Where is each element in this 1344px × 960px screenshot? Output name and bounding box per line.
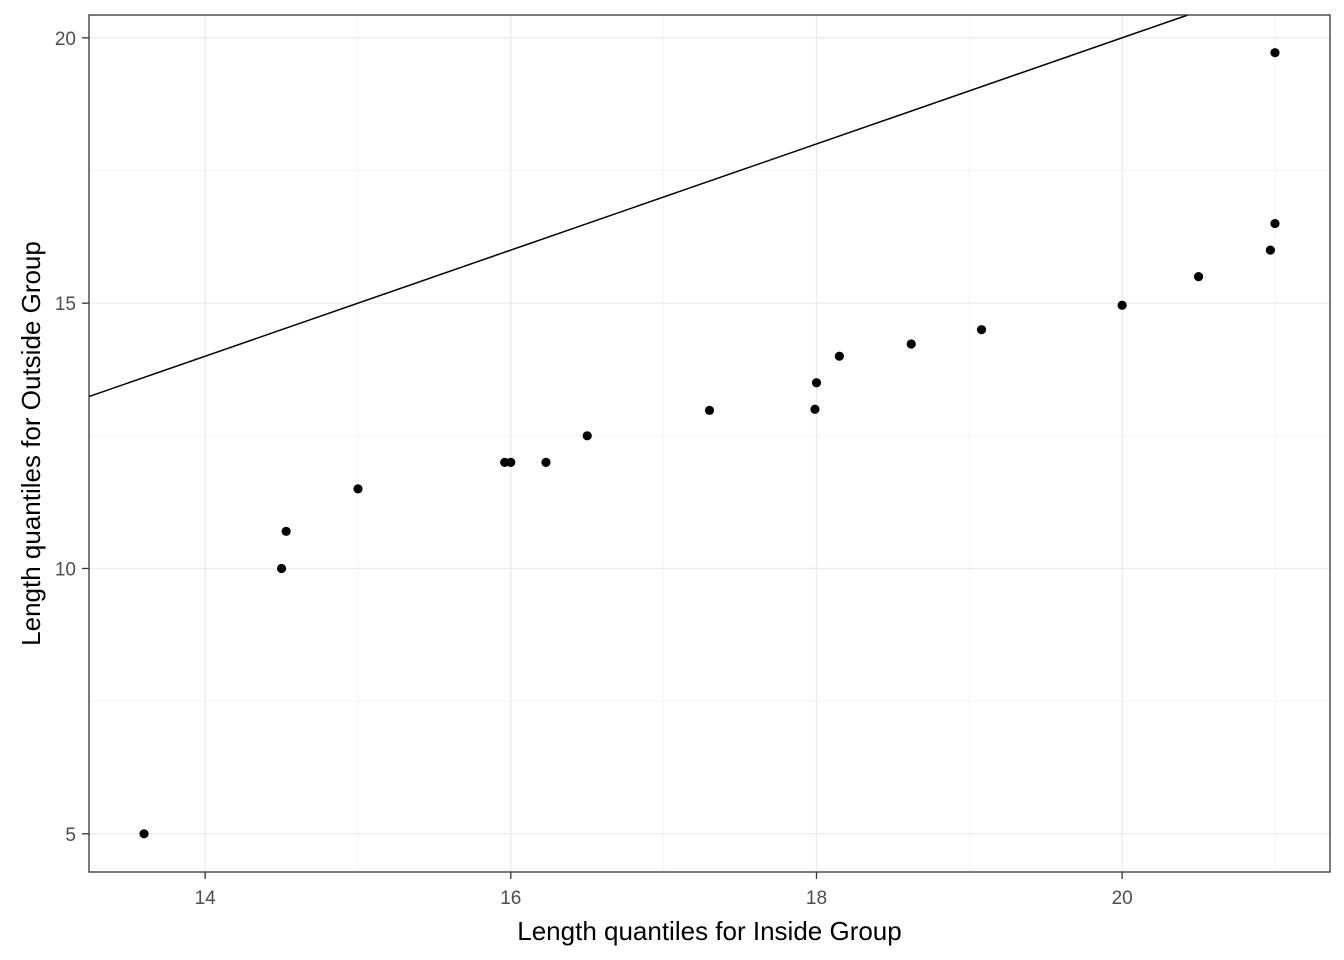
x-axis-title: Length quantiles for Inside Group [517, 916, 901, 946]
data-point [811, 378, 822, 388]
x-axis-ticks: 14 16 18 20 [195, 872, 1133, 909]
data-point [281, 526, 291, 536]
reference-line [88, 14, 1189, 398]
data-point [906, 339, 916, 349]
x-tick-label: 14 [195, 888, 217, 909]
data-point [1117, 300, 1127, 310]
y-axis-title: Length quantiles for Outside Group [16, 241, 46, 646]
data-point [353, 484, 363, 494]
reference-line-layer [88, 14, 1189, 398]
y-tick-label: 5 [65, 825, 76, 846]
data-point [1270, 48, 1280, 58]
points-layer [139, 48, 1280, 839]
data-point [810, 404, 820, 414]
minor-gridlines [89, 15, 1330, 872]
data-point [1265, 245, 1275, 255]
data-point [506, 457, 516, 467]
data-point [976, 325, 987, 335]
x-tick-label: 16 [500, 888, 521, 909]
panel-border [88, 14, 1331, 873]
x-tick-label: 20 [1112, 888, 1133, 909]
data-point [582, 431, 592, 441]
major-gridlines [89, 15, 1330, 872]
y-tick-label: 15 [55, 294, 76, 315]
data-point [1270, 218, 1280, 229]
x-tick-label: 18 [806, 888, 827, 909]
data-point [276, 563, 287, 574]
y-axis-ticks: 5 10 15 20 [55, 29, 89, 846]
y-tick-label: 20 [55, 29, 76, 50]
data-point [704, 405, 715, 415]
y-tick-label: 10 [55, 559, 76, 580]
data-point [834, 351, 845, 361]
data-point [541, 457, 551, 467]
data-point [139, 829, 149, 839]
data-point [1193, 272, 1204, 282]
